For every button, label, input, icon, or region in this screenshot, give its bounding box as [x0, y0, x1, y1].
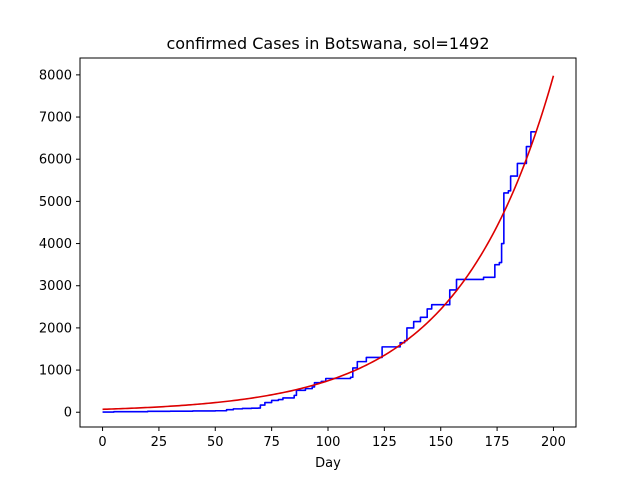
x-tick-label: 0 [98, 435, 106, 450]
y-tick-label: 1000 [39, 364, 72, 379]
plot-frame [79, 57, 577, 428]
y-axis: 0 1000 2000 3000 4000 5000 6000 7000 8000 [39, 68, 80, 421]
y-tick-label: 4000 [39, 237, 72, 252]
x-tick-label: 175 [485, 435, 510, 450]
x-tick-label: 150 [428, 435, 453, 450]
fitted-curve-line [102, 75, 555, 411]
y-tick-label: 5000 [39, 195, 72, 210]
y-tick-label: 2000 [39, 321, 72, 336]
y-tick-label: 0 [64, 406, 72, 421]
confirmed-cases-line [102, 131, 536, 413]
y-tick-label: 6000 [39, 153, 72, 168]
x-tick-label: 125 [372, 435, 397, 450]
x-tick-label: 75 [263, 435, 280, 450]
series-layer [102, 75, 555, 413]
x-axis: 0 25 50 75 100 125 150 175 200 [98, 427, 566, 450]
x-tick-label: 25 [151, 435, 168, 450]
chart-title: confirmed Cases in Botswana, sol=1492 [166, 34, 489, 53]
y-tick-label: 8000 [39, 68, 72, 83]
x-tick-label: 100 [316, 435, 341, 450]
y-tick-label: 7000 [39, 111, 72, 126]
x-axis-label: Day [315, 456, 341, 471]
y-tick-label: 3000 [39, 279, 72, 294]
x-tick-label: 50 [207, 435, 224, 450]
x-tick-label: 200 [541, 435, 566, 450]
